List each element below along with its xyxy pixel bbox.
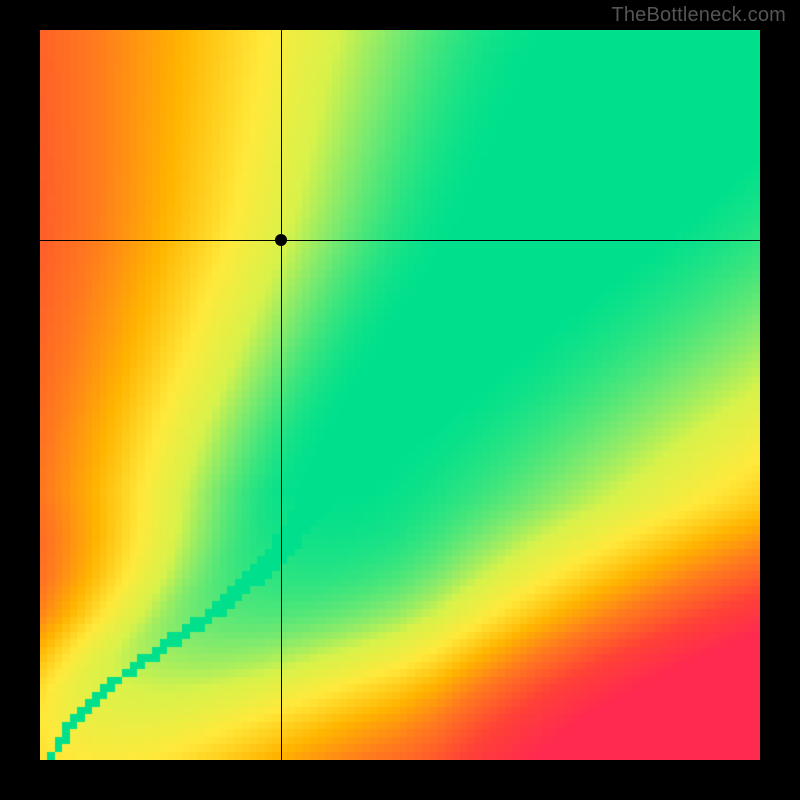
attribution-text: TheBottleneck.com — [611, 4, 786, 27]
marker-point — [275, 234, 287, 246]
heatmap-plot — [40, 30, 760, 760]
heatmap-canvas — [40, 30, 760, 760]
crosshair-vertical — [281, 30, 282, 760]
crosshair-horizontal — [40, 240, 760, 241]
